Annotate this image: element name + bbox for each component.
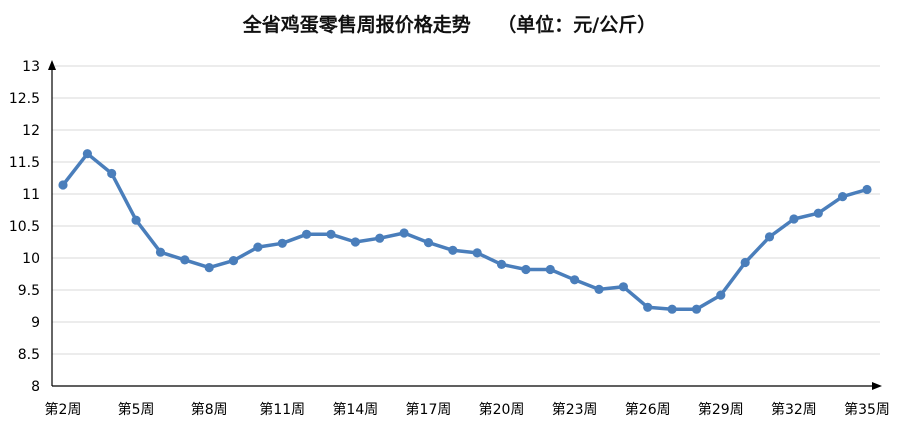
series-group <box>58 149 872 314</box>
data-point <box>545 264 555 275</box>
x-tick-label: 第14周 <box>332 401 378 418</box>
data-point <box>375 233 385 243</box>
x-tick-label: 第26周 <box>625 401 671 418</box>
data-point <box>667 304 677 314</box>
x-tick-labels: 第2周 第5周 第8周 第11周 第14周 第17周 第20周 第23周 第26周 第29周 第32… <box>45 401 890 418</box>
x-tick-label: 第2周 <box>45 401 82 418</box>
x-tick-label: 第32周 <box>771 401 817 418</box>
y-tick-label: 13 <box>22 59 40 75</box>
data-point <box>643 302 653 312</box>
data-point <box>789 214 799 224</box>
data-point <box>131 215 141 225</box>
data-point <box>618 282 629 292</box>
y-tick-label: 8.5 <box>18 347 40 363</box>
data-point <box>448 245 458 255</box>
data-point <box>277 238 287 248</box>
data-point <box>764 232 775 242</box>
chart-title: 全省鸡蛋零售周报价格走势 （单位：元/公斤） <box>242 14 657 36</box>
y-tick-labels: 8 8.5 9 9.5 10 10.5 11 11.5 12 12.5 13 <box>9 59 40 395</box>
y-tick-label: 9 <box>31 315 40 331</box>
x-axis-arrow <box>872 382 882 390</box>
gridlines <box>52 65 880 355</box>
data-point <box>326 229 336 239</box>
x-tick-label: 第8周 <box>191 401 228 418</box>
data-point <box>472 248 482 258</box>
data-point <box>399 228 409 238</box>
data-point <box>740 257 750 268</box>
y-axis-arrow <box>48 60 56 70</box>
data-point <box>82 149 92 159</box>
data-point <box>496 259 507 269</box>
data-point <box>204 263 214 273</box>
data-point <box>58 180 68 190</box>
data-point <box>302 229 312 239</box>
data-point <box>862 184 872 195</box>
y-tick-label: 12.5 <box>9 91 40 107</box>
data-point <box>253 242 263 252</box>
y-tick-label: 11.5 <box>9 155 40 171</box>
x-tick-label: 第17周 <box>406 401 452 418</box>
x-tick-label: 第35周 <box>844 401 890 418</box>
data-point <box>228 256 239 266</box>
axes <box>48 60 882 390</box>
x-tick-label: 第5周 <box>118 401 155 418</box>
data-point <box>570 275 580 285</box>
y-tick-label: 12 <box>22 123 40 139</box>
x-tick-label: 第20周 <box>479 401 525 418</box>
data-point <box>155 247 166 257</box>
data-point <box>594 284 604 294</box>
y-tick-label: 10.5 <box>9 219 40 235</box>
data-point <box>350 237 360 247</box>
x-tick-label: 第29周 <box>698 401 744 418</box>
series-line <box>61 151 869 311</box>
x-tick-label: 第11周 <box>259 401 305 418</box>
data-point <box>423 238 434 248</box>
data-point <box>691 304 702 314</box>
data-point <box>838 192 848 202</box>
data-point <box>180 255 190 265</box>
y-tick-label: 11 <box>22 187 40 203</box>
y-tick-label: 8 <box>31 379 40 395</box>
data-point <box>107 168 117 179</box>
y-tick-label: 10 <box>22 251 40 267</box>
data-point <box>521 264 531 275</box>
x-tick-label: 第23周 <box>552 401 598 418</box>
data-point <box>813 208 823 218</box>
y-tick-label: 9.5 <box>18 283 40 299</box>
data-point <box>716 290 726 300</box>
